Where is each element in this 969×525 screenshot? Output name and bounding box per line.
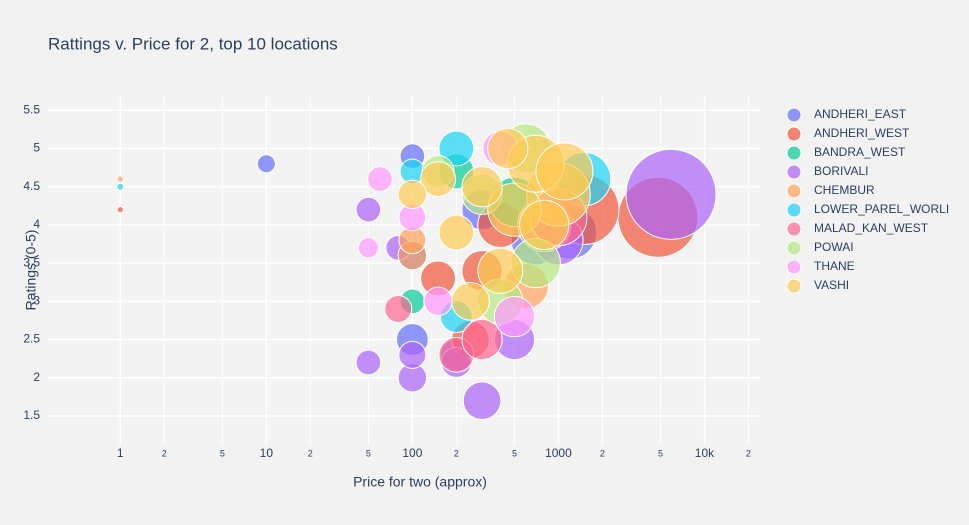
bubble bbox=[462, 381, 502, 421]
y-tick-label: 1.5 bbox=[23, 408, 40, 422]
bubble bbox=[397, 179, 428, 210]
bubble bbox=[477, 247, 524, 294]
x-tick-label: 1 bbox=[117, 446, 124, 460]
legend-label: LOWER_PAREL_WORLI bbox=[814, 202, 949, 216]
bubble bbox=[357, 237, 379, 259]
legend-label: ANDHERI_WEST bbox=[814, 126, 910, 140]
legend-label: CHEMBUR bbox=[814, 183, 875, 197]
bubble bbox=[116, 182, 125, 191]
y-axis-label: Ratings (0-5) bbox=[23, 230, 39, 311]
x-tick-label: 2 bbox=[600, 448, 605, 458]
legend-label: BORIVALI bbox=[814, 164, 868, 178]
legend-marker bbox=[786, 278, 802, 294]
chart-title: Rattings v. Price for 2, top 10 location… bbox=[48, 34, 338, 53]
bubble bbox=[423, 286, 453, 317]
bubble bbox=[519, 199, 570, 251]
bubble bbox=[451, 282, 490, 321]
legend-marker bbox=[786, 240, 802, 256]
bubble bbox=[493, 295, 536, 338]
x-tick-label: 1000 bbox=[545, 446, 572, 460]
y-tick-label: 4.5 bbox=[23, 179, 40, 193]
legend-marker bbox=[786, 126, 802, 142]
bubble bbox=[384, 294, 413, 323]
x-tick-label: 100 bbox=[402, 446, 422, 460]
y-tick-label: 3 bbox=[33, 294, 40, 308]
x-tick-label: 5 bbox=[512, 448, 517, 458]
legend-label: POWAI bbox=[814, 240, 854, 254]
y-tick-label: 3.5 bbox=[23, 255, 40, 269]
bubble bbox=[420, 161, 457, 197]
bubble bbox=[355, 349, 382, 376]
x-tick-label: 5 bbox=[366, 448, 371, 458]
bubble bbox=[355, 196, 382, 223]
y-tick-label: 2 bbox=[33, 370, 40, 384]
x-tick-label: 2 bbox=[162, 448, 167, 458]
y-tick-label: 5 bbox=[33, 141, 40, 155]
x-tick-label: 2 bbox=[454, 448, 459, 458]
bubble bbox=[116, 205, 124, 214]
legend-label: THANE bbox=[814, 259, 855, 273]
x-axis-label: Price for two (approx) bbox=[353, 474, 487, 490]
legend-marker bbox=[786, 202, 802, 218]
legend-marker bbox=[786, 145, 802, 161]
bubble bbox=[398, 340, 427, 369]
legend-marker bbox=[786, 259, 802, 275]
legend-label: VASHI bbox=[814, 278, 849, 292]
bubble bbox=[535, 142, 594, 201]
x-tick-label: 10k bbox=[695, 446, 715, 460]
legend-marker bbox=[786, 164, 802, 180]
bubble bbox=[367, 166, 393, 192]
legend-label: ANDHERI_EAST bbox=[814, 107, 907, 121]
x-tick-label: 2 bbox=[308, 448, 313, 458]
bubble bbox=[487, 127, 529, 170]
legend-marker bbox=[786, 107, 802, 123]
x-tick-label: 5 bbox=[658, 448, 663, 458]
markers bbox=[116, 123, 717, 421]
bubble bbox=[256, 154, 276, 174]
legend-marker bbox=[786, 221, 802, 237]
x-tick-label: 2 bbox=[746, 448, 751, 458]
bubble bbox=[438, 214, 475, 251]
x-tick-label: 5 bbox=[220, 448, 225, 458]
legend-marker bbox=[786, 183, 802, 199]
bubble bbox=[625, 148, 717, 240]
bubble bbox=[438, 130, 475, 167]
bubble bbox=[461, 166, 503, 208]
legend-label: MALAD_KAN_WEST bbox=[814, 221, 929, 235]
legend-label: BANDRA_WEST bbox=[814, 145, 906, 159]
y-tick-label: 2.5 bbox=[23, 332, 40, 346]
bubble bbox=[461, 318, 503, 361]
y-tick-label: 4 bbox=[33, 217, 40, 231]
y-tick-label: 5.5 bbox=[23, 102, 40, 116]
bubble bbox=[116, 175, 124, 183]
x-tick-label: 10 bbox=[260, 446, 274, 460]
